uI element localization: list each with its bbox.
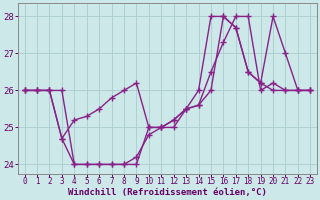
X-axis label: Windchill (Refroidissement éolien,°C): Windchill (Refroidissement éolien,°C) <box>68 188 267 197</box>
